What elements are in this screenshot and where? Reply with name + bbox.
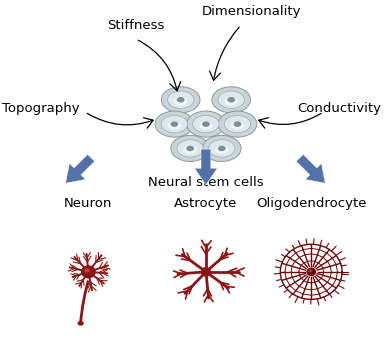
Ellipse shape bbox=[184, 146, 197, 154]
Ellipse shape bbox=[218, 91, 244, 109]
Ellipse shape bbox=[199, 121, 213, 130]
Ellipse shape bbox=[174, 97, 187, 105]
Text: Neural stem cells: Neural stem cells bbox=[148, 176, 264, 189]
Ellipse shape bbox=[234, 121, 241, 127]
Ellipse shape bbox=[177, 97, 185, 103]
Polygon shape bbox=[194, 149, 217, 185]
Ellipse shape bbox=[308, 269, 312, 272]
Ellipse shape bbox=[168, 121, 181, 130]
Ellipse shape bbox=[186, 146, 194, 151]
Ellipse shape bbox=[225, 97, 238, 105]
Ellipse shape bbox=[231, 121, 244, 130]
Ellipse shape bbox=[209, 140, 235, 157]
Ellipse shape bbox=[187, 111, 225, 137]
FancyArrowPatch shape bbox=[210, 27, 239, 80]
Ellipse shape bbox=[212, 87, 251, 113]
Ellipse shape bbox=[215, 146, 229, 154]
Text: Stiffness: Stiffness bbox=[107, 18, 165, 31]
Text: Neuron: Neuron bbox=[64, 197, 113, 210]
Text: Dimensionality: Dimensionality bbox=[202, 5, 301, 17]
Ellipse shape bbox=[227, 97, 235, 103]
Ellipse shape bbox=[306, 267, 316, 276]
Ellipse shape bbox=[218, 111, 257, 137]
Polygon shape bbox=[296, 154, 325, 183]
Ellipse shape bbox=[202, 121, 210, 127]
Text: Oligodendrocyte: Oligodendrocyte bbox=[256, 197, 366, 210]
Text: Astrocyte: Astrocyte bbox=[174, 197, 237, 210]
Ellipse shape bbox=[171, 135, 210, 162]
Ellipse shape bbox=[78, 321, 84, 326]
Ellipse shape bbox=[161, 87, 200, 113]
FancyArrowPatch shape bbox=[259, 113, 321, 128]
Ellipse shape bbox=[81, 265, 96, 279]
Text: Conductivity: Conductivity bbox=[297, 102, 381, 115]
Ellipse shape bbox=[170, 121, 178, 127]
Text: Topography: Topography bbox=[2, 102, 80, 115]
Ellipse shape bbox=[84, 268, 90, 273]
Ellipse shape bbox=[224, 116, 251, 133]
Ellipse shape bbox=[203, 135, 241, 162]
Ellipse shape bbox=[177, 140, 203, 157]
Ellipse shape bbox=[193, 116, 219, 133]
Ellipse shape bbox=[161, 116, 187, 133]
Ellipse shape bbox=[201, 267, 211, 277]
Ellipse shape bbox=[168, 91, 194, 109]
Ellipse shape bbox=[218, 146, 225, 151]
Polygon shape bbox=[66, 154, 95, 183]
FancyArrowPatch shape bbox=[87, 113, 153, 128]
FancyArrowPatch shape bbox=[138, 40, 181, 91]
Ellipse shape bbox=[155, 111, 194, 137]
